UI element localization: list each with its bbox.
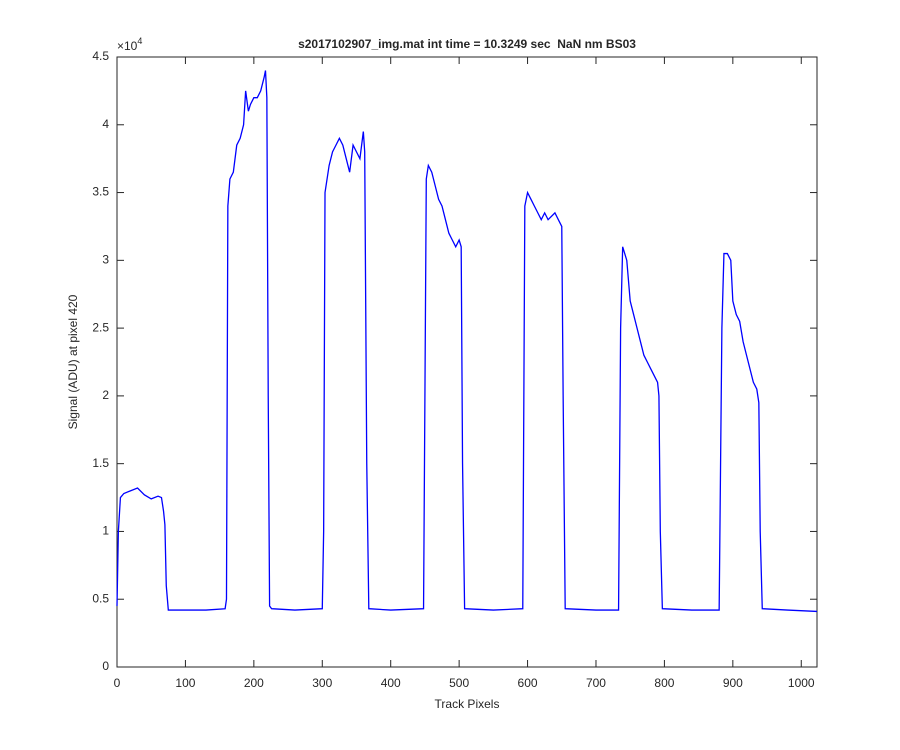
x-tick-label: 300 <box>312 676 332 690</box>
y-tick-label: 2 <box>102 388 109 402</box>
y-tick-label: 0.5 <box>92 591 109 605</box>
y-tick-label: 0 <box>102 659 109 673</box>
x-tick-label: 100 <box>175 676 195 690</box>
x-tick-label: 600 <box>518 676 538 690</box>
chart-title: s2017102907_img.mat int time = 10.3249 s… <box>298 37 636 51</box>
y-tick-label: 4 <box>102 117 109 131</box>
y-tick-label: 1.5 <box>92 456 109 470</box>
y-tick-label: 1 <box>102 524 109 538</box>
x-tick-label: 400 <box>381 676 401 690</box>
x-tick-label: 0 <box>114 676 121 690</box>
x-tick-label: 700 <box>586 676 606 690</box>
y-tick-label: 4.5 <box>92 49 109 63</box>
x-tick-label: 900 <box>723 676 743 690</box>
y-multiplier: ×104 <box>117 36 142 53</box>
y-multiplier-base: ×10 <box>117 39 138 53</box>
x-tick-label: 500 <box>449 676 469 690</box>
axes-box <box>116 56 818 668</box>
x-tick-label: 200 <box>244 676 264 690</box>
x-tick-label: 800 <box>654 676 674 690</box>
y-multiplier-exponent: 4 <box>137 36 142 46</box>
y-tick-label: 2.5 <box>92 320 109 334</box>
y-axis-label: Signal (ADU) at pixel 420 <box>66 294 80 429</box>
x-axis-label: Track Pixels <box>435 697 500 711</box>
data-line <box>116 70 818 613</box>
y-tick-label: 3 <box>102 253 109 267</box>
y-tick-label: 3.5 <box>92 185 109 199</box>
x-tick-label: 1000 <box>788 676 815 690</box>
